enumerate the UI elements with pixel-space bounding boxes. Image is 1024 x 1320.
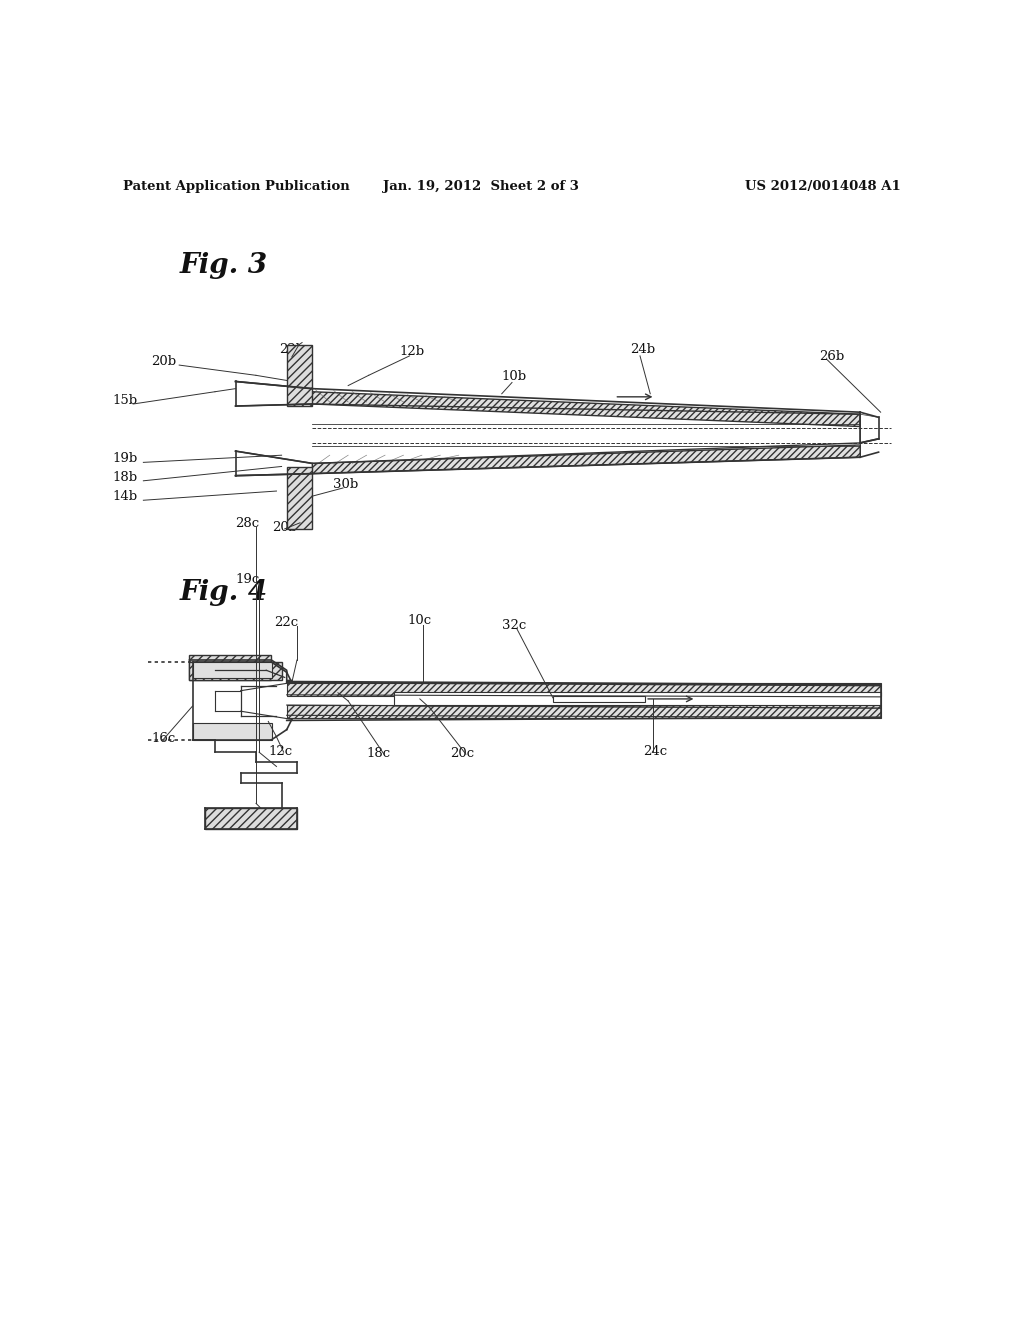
Text: Fig. 3: Fig. 3 [179, 252, 267, 280]
Text: 19c: 19c [236, 573, 260, 586]
Text: 18c: 18c [367, 747, 391, 760]
Text: Patent Application Publication: Patent Application Publication [123, 181, 349, 194]
Bar [189, 655, 271, 681]
Bar [287, 345, 312, 407]
Text: 24c: 24c [643, 746, 668, 758]
Text: 16c: 16c [152, 731, 176, 744]
Text: 12c: 12c [268, 746, 293, 758]
Text: US 2012/0014048 A1: US 2012/0014048 A1 [745, 181, 901, 194]
Bar [189, 663, 282, 681]
Text: 12b: 12b [399, 345, 425, 358]
Text: 32c: 32c [502, 619, 526, 632]
Polygon shape [312, 392, 860, 426]
Text: 26b: 26b [819, 350, 845, 363]
Text: 15b: 15b [113, 393, 138, 407]
Text: 20b: 20b [272, 521, 297, 535]
Text: 20c: 20c [451, 747, 475, 760]
Bar [193, 663, 272, 678]
Text: 30b: 30b [333, 478, 358, 491]
Bar [193, 723, 272, 741]
Text: 20b: 20b [152, 355, 176, 368]
Text: Jan. 19, 2012  Sheet 2 of 3: Jan. 19, 2012 Sheet 2 of 3 [383, 181, 580, 194]
Text: 24b: 24b [630, 343, 655, 356]
Polygon shape [312, 445, 860, 474]
Bar [287, 467, 312, 529]
Text: 19b: 19b [113, 453, 138, 466]
Bar [553, 696, 645, 702]
Text: 18b: 18b [113, 471, 138, 484]
Bar [193, 723, 272, 741]
Text: 10c: 10c [408, 614, 432, 627]
Text: 14b: 14b [113, 490, 138, 503]
Bar [287, 682, 881, 696]
Bar [394, 692, 881, 705]
Text: 22c: 22c [274, 616, 299, 630]
Bar [193, 663, 272, 678]
Bar [287, 705, 881, 718]
Text: 22b: 22b [280, 343, 304, 356]
Text: 28c: 28c [236, 517, 260, 529]
Text: Fig. 4: Fig. 4 [179, 579, 267, 606]
Text: 10b: 10b [502, 371, 527, 383]
Bar [205, 808, 297, 829]
